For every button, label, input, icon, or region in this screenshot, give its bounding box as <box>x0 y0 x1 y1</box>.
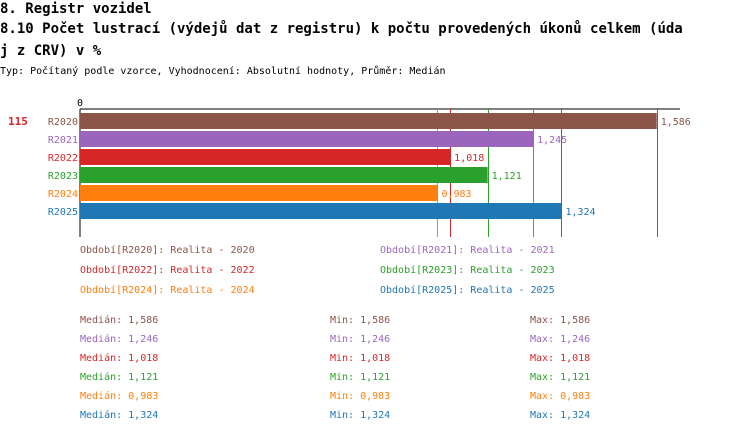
stat-median: Medián: 1,246 <box>80 334 159 345</box>
stat-median: Medián: 0,983 <box>80 391 159 402</box>
chart-title-line-2: j z CRV) v % <box>0 43 102 59</box>
stat-max: Max: 1,121 <box>530 372 591 383</box>
stat-min: Min: 1,246 <box>330 334 391 345</box>
stat-median: Medián: 1,324 <box>80 410 159 421</box>
category-label-r2022: R2022 <box>48 153 78 164</box>
bar-r2024 <box>80 185 438 201</box>
stat-max: Max: 1,324 <box>530 410 591 421</box>
value-label-r2020: 1,586 <box>661 117 691 128</box>
stat-min: Min: 1,121 <box>330 372 391 383</box>
section-title: 8. Registr vozidel <box>0 1 152 17</box>
axis-zero-label: 0 <box>77 98 83 109</box>
stat-min: Min: 0,983 <box>330 391 391 402</box>
stat-median: Medián: 1,018 <box>80 353 159 364</box>
legend-item: Období[R2020]: Realita - 2020 <box>80 245 255 256</box>
stat-max: Max: 1,018 <box>530 353 591 364</box>
category-label-r2025: R2025 <box>48 207 78 218</box>
stat-min: Min: 1,018 <box>330 353 391 364</box>
category-label-r2021: R2021 <box>48 135 78 146</box>
legend-item: Období[R2022]: Realita - 2022 <box>80 265 255 276</box>
value-label-r2023: 1,121 <box>492 171 522 182</box>
value-label-r2021: 1,245 <box>537 135 567 146</box>
value-label-r2022: 1,018 <box>454 153 484 164</box>
stat-min: Min: 1,324 <box>330 410 391 421</box>
bar-r2020 <box>80 113 657 129</box>
stat-max: Max: 0,983 <box>530 391 591 402</box>
category-label-r2023: R2023 <box>48 171 78 182</box>
bar-r2023 <box>80 167 488 183</box>
legend-item: Období[R2021]: Realita - 2021 <box>380 245 555 256</box>
stat-median: Medián: 1,121 <box>80 372 159 383</box>
bar-r2022 <box>80 149 451 165</box>
stat-min: Min: 1,586 <box>330 315 391 326</box>
value-label-r2025: 1,324 <box>565 207 595 218</box>
legend-item: Období[R2023]: Realita - 2023 <box>380 265 555 276</box>
legend-item: Období[R2025]: Realita - 2025 <box>380 285 555 296</box>
category-label-r2024: R2024 <box>48 189 78 200</box>
category-label-r2020: R2020 <box>48 117 78 128</box>
value-label-r2024: 0,983 <box>441 189 471 200</box>
stat-max: Max: 1,246 <box>530 334 591 345</box>
chart-subtitle: Typ: Počítaný podle vzorce, Vyhodnocení:… <box>0 66 446 77</box>
stat-max: Max: 1,586 <box>530 315 591 326</box>
bar-r2021 <box>80 131 534 147</box>
chart-title-line-1: 8.10 Počet lustrací (výdejů dat z regist… <box>0 21 683 37</box>
legend-item: Období[R2024]: Realita - 2024 <box>80 285 255 296</box>
stat-median: Medián: 1,586 <box>80 315 159 326</box>
bar-r2025 <box>80 203 562 219</box>
row-marker: 115 <box>8 115 28 128</box>
